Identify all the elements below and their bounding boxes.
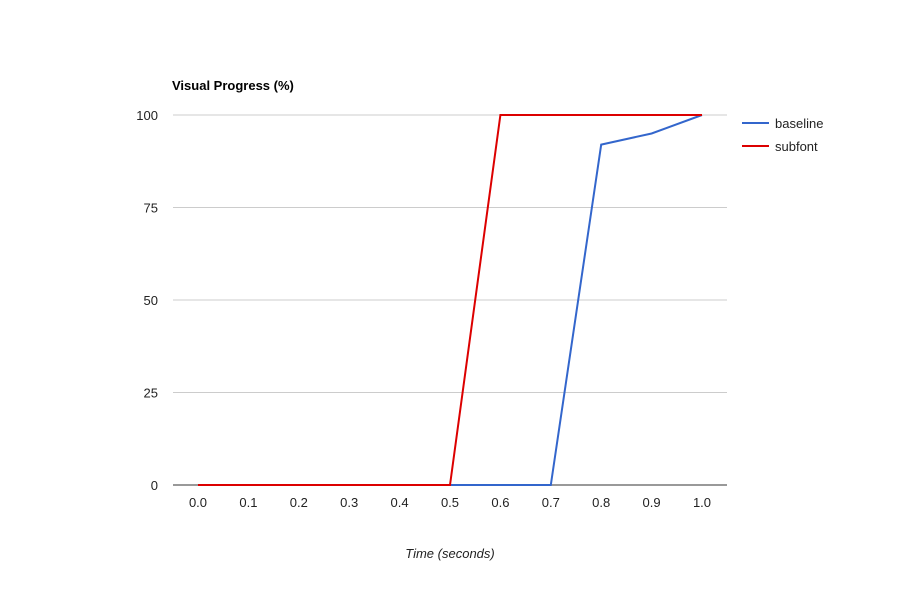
y-tick-label: 100 [136, 108, 158, 123]
x-tick-label: 1.0 [693, 495, 711, 510]
y-axis-ticks: 0 25 50 75 100 [136, 108, 158, 493]
x-tick-label: 0.6 [491, 495, 509, 510]
y-tick-label: 25 [144, 386, 158, 401]
legend-label: subfont [775, 139, 818, 154]
x-tick-label: 0.8 [592, 495, 610, 510]
x-tick-label: 0.7 [542, 495, 560, 510]
x-axis-ticks: 0.0 0.1 0.2 0.3 0.4 0.5 0.6 0.7 0.8 0.9 1.0 [189, 495, 711, 510]
x-tick-label: 0.3 [340, 495, 358, 510]
legend: baseline subfont [742, 116, 823, 154]
gridlines [173, 114, 727, 486]
x-tick-label: 0.5 [441, 495, 459, 510]
x-tick-label: 0.0 [189, 495, 207, 510]
series-line-subfont [198, 114, 702, 486]
x-tick-label: 0.9 [643, 495, 661, 510]
x-tick-label: 0.1 [239, 495, 257, 510]
x-tick-label: 0.2 [290, 495, 308, 510]
x-axis-label: Time (seconds) [405, 546, 494, 561]
x-tick-label: 0.4 [391, 495, 409, 510]
legend-label: baseline [775, 116, 823, 131]
y-tick-label: 75 [144, 201, 158, 216]
series-lines [198, 114, 703, 486]
chart-title: Visual Progress (%) [172, 78, 294, 93]
y-tick-label: 0 [151, 478, 158, 493]
y-tick-label: 50 [144, 293, 158, 308]
